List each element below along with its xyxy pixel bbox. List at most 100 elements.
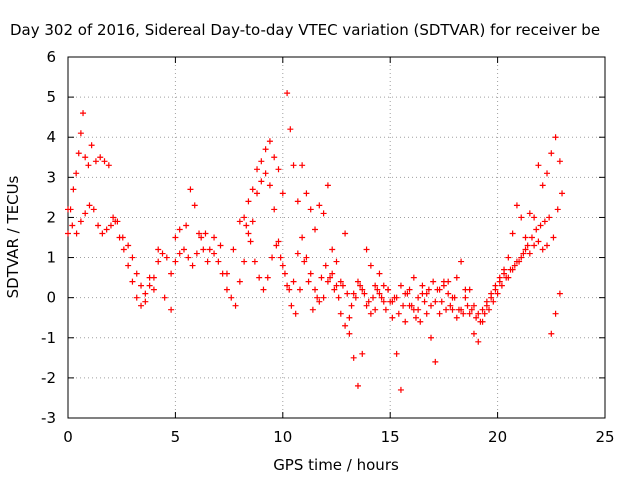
data-point: [498, 282, 505, 289]
data-point: [269, 254, 276, 261]
data-point: [301, 258, 308, 265]
x-tick-label: 0: [63, 428, 73, 446]
data-point: [359, 286, 366, 293]
data-point: [245, 230, 252, 237]
data-point: [266, 182, 273, 189]
data-points: [65, 90, 566, 393]
data-point: [550, 234, 557, 241]
data-point: [103, 226, 110, 233]
data-point: [99, 230, 106, 237]
chart-title: Day 302 of 2016, Sidereal Day-to-day VTE…: [10, 21, 600, 39]
data-point: [65, 206, 71, 213]
data-point: [290, 278, 297, 285]
data-point: [470, 302, 477, 309]
data-point: [475, 338, 482, 345]
data-point: [546, 214, 553, 221]
data-point: [552, 310, 559, 317]
x-tick-label: 20: [488, 428, 507, 446]
data-point: [331, 286, 338, 293]
data-point: [458, 306, 465, 313]
data-point: [535, 238, 542, 245]
data-point: [462, 294, 469, 301]
data-point: [511, 262, 518, 269]
data-point: [254, 166, 261, 173]
data-point: [548, 330, 555, 337]
data-point: [247, 238, 254, 245]
data-point: [505, 254, 512, 261]
data-point: [526, 250, 533, 257]
data-point: [202, 230, 209, 237]
data-point: [77, 130, 84, 137]
data-point: [284, 90, 291, 97]
data-point: [296, 286, 303, 293]
data-point: [406, 286, 413, 293]
data-point: [376, 290, 383, 297]
y-tick-label: -3: [41, 409, 56, 427]
data-point: [554, 206, 561, 213]
data-point: [419, 282, 426, 289]
y-tick-label: 6: [46, 48, 56, 66]
data-point: [531, 242, 538, 249]
data-point: [322, 262, 329, 269]
data-point: [254, 190, 261, 197]
data-point: [466, 286, 473, 293]
data-point: [290, 162, 297, 169]
data-point: [219, 270, 226, 277]
data-point: [245, 198, 252, 205]
data-point: [97, 154, 104, 161]
data-point: [393, 350, 400, 357]
data-point: [307, 206, 314, 213]
data-point: [327, 274, 334, 281]
data-point: [185, 254, 192, 261]
data-point: [251, 258, 258, 265]
data-point: [477, 318, 484, 325]
data-point: [370, 294, 377, 301]
data-point: [320, 294, 327, 301]
data-point: [443, 306, 450, 313]
data-point: [374, 286, 381, 293]
data-point: [172, 234, 179, 241]
data-point: [475, 310, 482, 317]
data-point: [236, 278, 243, 285]
data-point: [466, 310, 473, 317]
data-point: [436, 286, 443, 293]
data-point: [215, 258, 222, 265]
data-point: [281, 270, 288, 277]
data-point: [468, 306, 475, 313]
data-point: [376, 270, 383, 277]
data-point: [258, 158, 265, 165]
data-point: [142, 290, 149, 297]
data-point: [492, 282, 499, 289]
data-point: [520, 250, 527, 257]
data-point: [309, 306, 316, 313]
data-point: [163, 254, 170, 261]
data-point: [86, 202, 93, 209]
data-point: [406, 302, 413, 309]
data-point: [133, 270, 140, 277]
data-point: [277, 254, 284, 261]
data-point: [522, 234, 529, 241]
data-point: [133, 294, 140, 301]
x-tick-label: 25: [595, 428, 614, 446]
data-point: [445, 290, 452, 297]
data-point: [464, 302, 471, 309]
data-point: [346, 314, 353, 321]
data-point: [428, 302, 435, 309]
data-point: [367, 262, 374, 269]
data-point: [337, 310, 344, 317]
data-point: [423, 290, 430, 297]
data-point: [125, 242, 132, 249]
data-point: [342, 230, 349, 237]
data-point: [288, 302, 295, 309]
data-point: [80, 110, 87, 117]
data-point: [548, 150, 555, 157]
data-point: [249, 186, 256, 193]
data-point: [150, 286, 157, 293]
data-point: [95, 222, 102, 229]
data-point: [70, 186, 77, 193]
data-point: [146, 282, 153, 289]
data-point: [423, 310, 430, 317]
data-point: [193, 250, 200, 257]
y-tick-label: 1: [46, 249, 56, 267]
y-tick-label: -2: [41, 369, 56, 387]
